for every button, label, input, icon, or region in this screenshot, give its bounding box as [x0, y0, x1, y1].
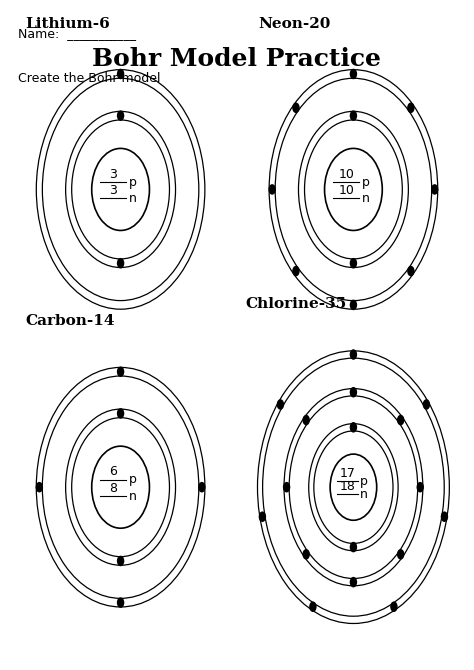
Text: 17: 17 [339, 467, 356, 480]
Circle shape [397, 549, 404, 559]
Circle shape [407, 103, 415, 113]
Circle shape [117, 555, 124, 566]
Text: 8: 8 [109, 482, 117, 495]
Text: n: n [360, 488, 368, 501]
Circle shape [268, 184, 276, 195]
Circle shape [350, 299, 357, 310]
Text: p: p [362, 176, 370, 188]
Text: p: p [129, 473, 137, 486]
Circle shape [302, 415, 310, 425]
Circle shape [277, 399, 284, 410]
Text: 18: 18 [339, 480, 356, 493]
Circle shape [350, 258, 357, 269]
Circle shape [350, 387, 357, 397]
Circle shape [117, 408, 124, 419]
Text: 10: 10 [338, 184, 354, 197]
Circle shape [309, 602, 317, 612]
Text: Name:  ___________: Name: ___________ [18, 27, 136, 40]
Circle shape [259, 511, 266, 522]
Circle shape [283, 482, 290, 492]
Text: 10: 10 [338, 168, 354, 181]
Text: Lithium-6: Lithium-6 [25, 17, 110, 31]
Text: n: n [362, 192, 370, 205]
Circle shape [117, 69, 124, 79]
Circle shape [302, 549, 310, 559]
Text: 6: 6 [109, 466, 117, 478]
Circle shape [431, 184, 438, 195]
Circle shape [407, 266, 415, 276]
Text: 3: 3 [109, 168, 117, 181]
Circle shape [350, 542, 357, 552]
Circle shape [417, 482, 424, 492]
Text: n: n [129, 490, 137, 502]
Circle shape [350, 69, 357, 79]
Circle shape [350, 349, 357, 360]
Text: p: p [360, 475, 368, 488]
Circle shape [441, 511, 448, 522]
Circle shape [390, 602, 398, 612]
Text: Bohr Model Practice: Bohr Model Practice [92, 47, 382, 71]
Text: p: p [129, 176, 137, 188]
Circle shape [292, 103, 300, 113]
Circle shape [117, 258, 124, 269]
Circle shape [117, 366, 124, 377]
Circle shape [117, 598, 124, 608]
Circle shape [397, 415, 404, 425]
Circle shape [292, 266, 300, 276]
Circle shape [198, 482, 206, 492]
Text: Create the Bohr model: Create the Bohr model [18, 72, 161, 84]
Circle shape [350, 577, 357, 588]
Circle shape [36, 482, 43, 492]
Circle shape [423, 399, 430, 410]
Circle shape [117, 111, 124, 121]
Text: 3: 3 [109, 184, 117, 197]
Text: n: n [129, 192, 137, 205]
Text: Chlorine-35: Chlorine-35 [246, 297, 346, 310]
Text: Carbon-14: Carbon-14 [25, 314, 115, 328]
Circle shape [350, 111, 357, 121]
Circle shape [350, 422, 357, 433]
Text: Neon-20: Neon-20 [258, 17, 330, 31]
